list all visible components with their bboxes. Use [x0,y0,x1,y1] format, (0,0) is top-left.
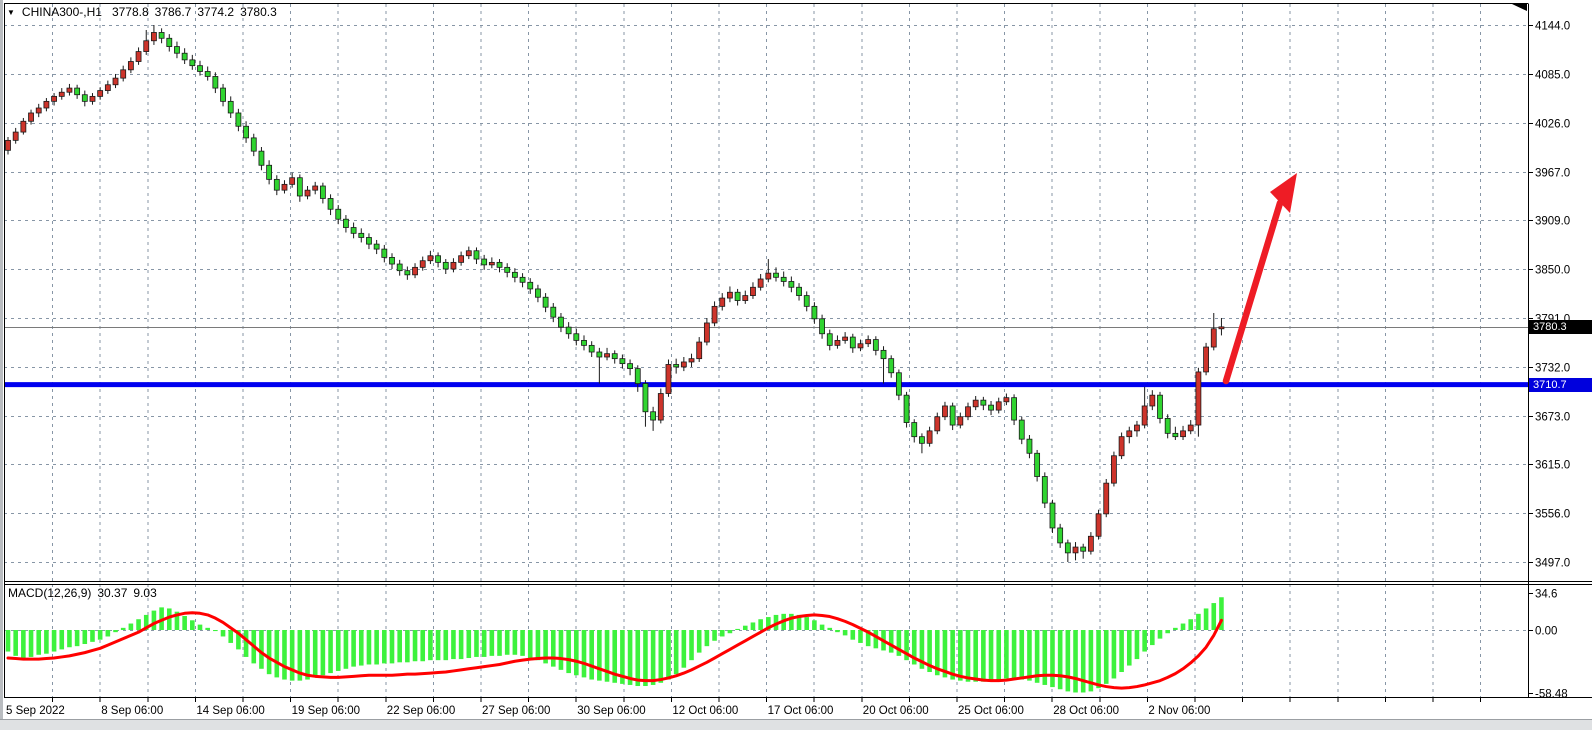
svg-text:3673.0: 3673.0 [1535,412,1570,424]
svg-text:3967.0: 3967.0 [1535,168,1570,180]
window-left-edge [0,0,3,719]
trend-arrow[interactable] [1222,173,1297,385]
svg-text:3615.0: 3615.0 [1535,460,1570,472]
macd-layer [5,597,1224,693]
support-price-tag: 3710.7 [1529,378,1592,392]
scale-corner-mark [1512,4,1527,11]
svg-text:3556.0: 3556.0 [1535,509,1570,521]
svg-text:22 Sep 06:00: 22 Sep 06:00 [387,705,455,717]
svg-text:-58.48: -58.48 [1535,689,1568,701]
svg-text:4085.0: 4085.0 [1535,70,1570,82]
time-axis[interactable]: 5 Sep 2022 8 Sep 06:00 14 Sep 06:00 19 Sep … [6,698,1482,717]
svg-text:4144.0: 4144.0 [1535,21,1570,33]
high-value: 3786.7 [154,5,192,19]
svg-text:25 Oct 06:00: 25 Oct 06:00 [958,705,1024,717]
price-axis[interactable]: 4144.04085.04026.03967.03909.03850.03791… [1528,21,1570,701]
svg-text:2 Nov 06:00: 2 Nov 06:00 [1148,705,1210,717]
macd-signal-value: 9.03 [133,586,157,600]
pane-borders [4,3,1592,698]
current-price-tag: 3780.3 [1529,320,1592,334]
macd-signal-line [6,611,1223,690]
symbol-title: CHINA300-,H1 [21,5,102,19]
svg-text:3732.0: 3732.0 [1535,363,1570,375]
svg-text:30 Sep 06:00: 30 Sep 06:00 [577,705,645,717]
close-value: 3780.3 [240,5,277,19]
svg-text:4026.0: 4026.0 [1535,119,1570,131]
candles-layer[interactable] [5,25,1225,562]
macd-value: 30.37 [97,586,128,600]
grid-layer [4,4,1528,697]
svg-text:19 Sep 06:00: 19 Sep 06:00 [292,705,360,717]
svg-text:3909.0: 3909.0 [1535,216,1570,228]
svg-text:8 Sep 06:00: 8 Sep 06:00 [101,705,163,717]
svg-text:34.6: 34.6 [1535,589,1557,601]
svg-text:12 Oct 06:00: 12 Oct 06:00 [672,705,738,717]
svg-text:3497.0: 3497.0 [1535,558,1570,570]
svg-text:0.00: 0.00 [1535,626,1557,638]
window-bottom-edge [0,719,1592,730]
open-value: 3778.8 [111,5,149,19]
macd-name: MACD(12,26,9) [8,586,92,600]
svg-text:17 Oct 06:00: 17 Oct 06:00 [768,705,834,717]
svg-text:20 Oct 06:00: 20 Oct 06:00 [863,705,929,717]
svg-text:27 Sep 06:00: 27 Sep 06:00 [482,705,550,717]
symbol-dropdown-icon[interactable]: ▼ [7,8,15,17]
svg-text:5 Sep 2022: 5 Sep 2022 [6,705,65,717]
ohlc-values: 3778.8 3786.7 3774.2 3780.3 [112,5,283,19]
svg-text:28 Oct 06:00: 28 Oct 06:00 [1053,705,1119,717]
svg-text:3850.0: 3850.0 [1535,265,1570,277]
low-value: 3774.2 [197,5,235,19]
svg-text:14 Sep 06:00: 14 Sep 06:00 [196,705,264,717]
chart-header: ▼ CHINA300-,H1 3778.8 3786.7 3774.2 3780.3 [7,5,283,19]
macd-indicator-label: MACD(12,26,9) 30.37 9.03 [8,586,163,600]
